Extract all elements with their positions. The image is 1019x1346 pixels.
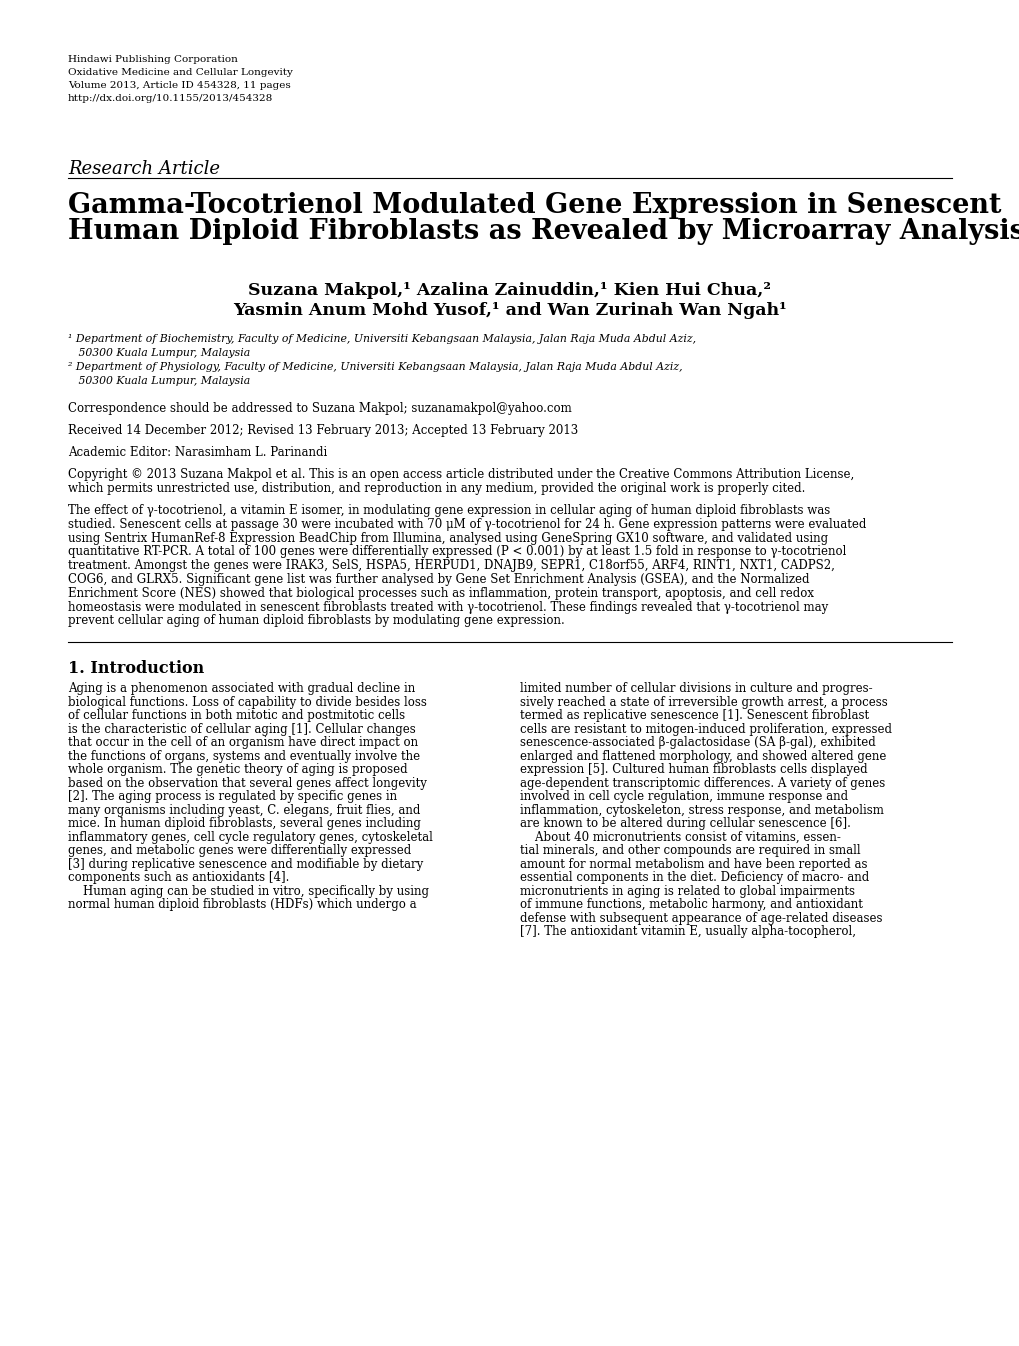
Text: 1. Introduction: 1. Introduction [68,660,204,677]
Text: is the characteristic of cellular aging [1]. Cellular changes: is the characteristic of cellular aging … [68,723,416,736]
Text: micronutrients in aging is related to global impairments: micronutrients in aging is related to gl… [520,884,854,898]
Text: Gamma-Tocotrienol Modulated Gene Expression in Senescent: Gamma-Tocotrienol Modulated Gene Express… [68,192,1001,219]
Text: whole organism. The genetic theory of aging is proposed: whole organism. The genetic theory of ag… [68,763,408,777]
Text: Yasmin Anum Mohd Yusof,¹ and Wan Zurinah Wan Ngah¹: Yasmin Anum Mohd Yusof,¹ and Wan Zurinah… [233,302,786,319]
Text: Copyright © 2013 Suzana Makpol et al. This is an open access article distributed: Copyright © 2013 Suzana Makpol et al. Th… [68,468,854,481]
Text: 50300 Kuala Lumpur, Malaysia: 50300 Kuala Lumpur, Malaysia [68,349,250,358]
Text: Correspondence should be addressed to Suzana Makpol; suzanamakpol@yahoo.com: Correspondence should be addressed to Su… [68,402,572,415]
Text: many organisms including yeast, C. elegans, fruit flies, and: many organisms including yeast, C. elega… [68,804,420,817]
Text: using Sentrix HumanRef-8 Expression BeadChip from Illumina, analysed using GeneS: using Sentrix HumanRef-8 Expression Bead… [68,532,827,545]
Text: About 40 micronutrients consist of vitamins, essen-: About 40 micronutrients consist of vitam… [520,830,840,844]
Text: Enrichment Score (NES) showed that biological processes such as inflammation, pr: Enrichment Score (NES) showed that biolo… [68,587,813,600]
Text: termed as replicative senescence [1]. Senescent fibroblast: termed as replicative senescence [1]. Se… [520,709,868,723]
Text: ¹ Department of Biochemistry, Faculty of Medicine, Universiti Kebangsaan Malaysi: ¹ Department of Biochemistry, Faculty of… [68,334,695,345]
Text: Aging is a phenomenon associated with gradual decline in: Aging is a phenomenon associated with gr… [68,682,415,695]
Text: Volume 2013, Article ID 454328, 11 pages: Volume 2013, Article ID 454328, 11 pages [68,81,290,90]
Text: which permits unrestricted use, distribution, and reproduction in any medium, pr: which permits unrestricted use, distribu… [68,482,805,495]
Text: treatment. Amongst the genes were IRAK3, SelS, HSPA5, HERPUD1, DNAJB9, SEPR1, C1: treatment. Amongst the genes were IRAK3,… [68,559,835,572]
Text: of cellular functions in both mitotic and postmitotic cells: of cellular functions in both mitotic an… [68,709,405,723]
Text: sively reached a state of irreversible growth arrest, a process: sively reached a state of irreversible g… [520,696,887,709]
Text: prevent cellular aging of human diploid fibroblasts by modulating gene expressio: prevent cellular aging of human diploid … [68,614,565,627]
Text: studied. Senescent cells at passage 30 were incubated with 70 μM of γ-tocotrieno: studied. Senescent cells at passage 30 w… [68,518,865,530]
Text: [3] during replicative senescence and modifiable by dietary: [3] during replicative senescence and mo… [68,857,423,871]
Text: 50300 Kuala Lumpur, Malaysia: 50300 Kuala Lumpur, Malaysia [68,376,250,386]
Text: inflammation, cytoskeleton, stress response, and metabolism: inflammation, cytoskeleton, stress respo… [520,804,883,817]
Text: Human Diploid Fibroblasts as Revealed by Microarray Analysis: Human Diploid Fibroblasts as Revealed by… [68,218,1019,245]
Text: homeostasis were modulated in senescent fibroblasts treated with γ-tocotrienol. : homeostasis were modulated in senescent … [68,600,827,614]
Text: mice. In human diploid fibroblasts, several genes including: mice. In human diploid fibroblasts, seve… [68,817,421,830]
Text: The effect of γ-tocotrienol, a vitamin E isomer, in modulating gene expression i: The effect of γ-tocotrienol, a vitamin E… [68,503,829,517]
Text: the functions of organs, systems and eventually involve the: the functions of organs, systems and eve… [68,750,420,763]
Text: of immune functions, metabolic harmony, and antioxidant: of immune functions, metabolic harmony, … [520,898,862,911]
Text: expression [5]. Cultured human fibroblasts cells displayed: expression [5]. Cultured human fibroblas… [520,763,867,777]
Text: http://dx.doi.org/10.1155/2013/454328: http://dx.doi.org/10.1155/2013/454328 [68,94,273,104]
Text: normal human diploid fibroblasts (HDFs) which undergo a: normal human diploid fibroblasts (HDFs) … [68,898,416,911]
Text: enlarged and flattened morphology, and showed altered gene: enlarged and flattened morphology, and s… [520,750,886,763]
Text: Received 14 December 2012; Revised 13 February 2013; Accepted 13 February 2013: Received 14 December 2012; Revised 13 Fe… [68,424,578,437]
Text: components such as antioxidants [4].: components such as antioxidants [4]. [68,871,289,884]
Text: essential components in the diet. Deficiency of macro- and: essential components in the diet. Defici… [520,871,868,884]
Text: genes, and metabolic genes were differentially expressed: genes, and metabolic genes were differen… [68,844,411,857]
Text: that occur in the cell of an organism have direct impact on: that occur in the cell of an organism ha… [68,736,418,750]
Text: based on the observation that several genes affect longevity: based on the observation that several ge… [68,777,427,790]
Text: age-dependent transcriptomic differences. A variety of genes: age-dependent transcriptomic differences… [520,777,884,790]
Text: quantitative RT-PCR. A total of 100 genes were differentially expressed (P < 0.0: quantitative RT-PCR. A total of 100 gene… [68,545,846,559]
Text: cells are resistant to mitogen-induced proliferation, expressed: cells are resistant to mitogen-induced p… [520,723,892,736]
Text: Research Article: Research Article [68,160,220,178]
Text: are known to be altered during cellular senescence [6].: are known to be altered during cellular … [520,817,850,830]
Text: Human aging can be studied in vitro, specifically by using: Human aging can be studied in vitro, spe… [68,884,429,898]
Text: Hindawi Publishing Corporation: Hindawi Publishing Corporation [68,55,237,65]
Text: involved in cell cycle regulation, immune response and: involved in cell cycle regulation, immun… [520,790,847,804]
Text: amount for normal metabolism and have been reported as: amount for normal metabolism and have be… [520,857,866,871]
Text: ² Department of Physiology, Faculty of Medicine, Universiti Kebangsaan Malaysia,: ² Department of Physiology, Faculty of M… [68,362,682,371]
Text: inflammatory genes, cell cycle regulatory genes, cytoskeletal: inflammatory genes, cell cycle regulator… [68,830,432,844]
Text: defense with subsequent appearance of age-related diseases: defense with subsequent appearance of ag… [520,911,881,925]
Text: Suzana Makpol,¹ Azalina Zainuddin,¹ Kien Hui Chua,²: Suzana Makpol,¹ Azalina Zainuddin,¹ Kien… [249,283,770,299]
Text: COG6, and GLRX5. Significant gene list was further analysed by Gene Set Enrichme: COG6, and GLRX5. Significant gene list w… [68,573,809,586]
Text: Oxidative Medicine and Cellular Longevity: Oxidative Medicine and Cellular Longevit… [68,69,292,77]
Text: biological functions. Loss of capability to divide besides loss: biological functions. Loss of capability… [68,696,427,709]
Text: limited number of cellular divisions in culture and progres-: limited number of cellular divisions in … [520,682,872,695]
Text: [2]. The aging process is regulated by specific genes in: [2]. The aging process is regulated by s… [68,790,396,804]
Text: Academic Editor: Narasimham L. Parinandi: Academic Editor: Narasimham L. Parinandi [68,446,327,459]
Text: tial minerals, and other compounds are required in small: tial minerals, and other compounds are r… [520,844,860,857]
Text: senescence-associated β-galactosidase (SA β-gal), exhibited: senescence-associated β-galactosidase (S… [520,736,875,750]
Text: [7]. The antioxidant vitamin E, usually alpha-tocopherol,: [7]. The antioxidant vitamin E, usually … [520,925,855,938]
